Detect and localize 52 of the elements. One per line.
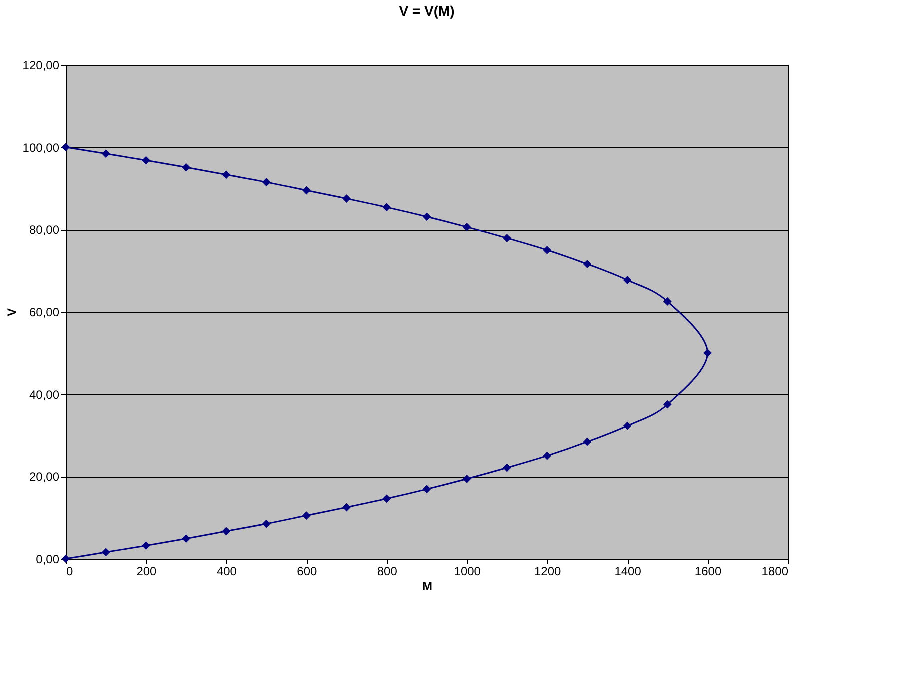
point — [663, 400, 672, 409]
point — [302, 512, 311, 520]
point — [142, 542, 150, 550]
point — [422, 212, 432, 222]
point — [222, 170, 231, 180]
y-tick-label: 40,00 — [29, 388, 60, 402]
point — [704, 348, 712, 358]
y-axis-title: V — [4, 308, 19, 317]
point — [262, 178, 271, 187]
point — [222, 527, 231, 536]
point — [342, 503, 351, 512]
point — [302, 186, 311, 195]
point — [583, 260, 592, 268]
point — [503, 464, 512, 472]
point — [623, 422, 632, 430]
point — [422, 485, 432, 494]
y-tick-label: 120,00 — [22, 58, 60, 72]
point — [623, 276, 632, 284]
y-tick-label: 60,00 — [29, 306, 60, 320]
y-tick-label: 0,00 — [36, 552, 60, 566]
point — [102, 150, 110, 158]
x-axis-title: M — [422, 580, 432, 594]
point — [462, 223, 472, 232]
y-tick-label: 100,00 — [22, 140, 60, 155]
point — [182, 163, 191, 172]
x-tick-label: 1600 — [694, 564, 722, 578]
x-tick-label: 800 — [377, 564, 398, 578]
point — [102, 548, 110, 557]
x-tick-label: 400 — [216, 564, 238, 578]
point — [583, 438, 592, 446]
point — [503, 234, 512, 242]
point — [543, 246, 552, 254]
x-tick-label: 1800 — [762, 564, 789, 578]
y-tick-label: 20,00 — [29, 470, 60, 484]
x-tick-label: 200 — [136, 564, 158, 578]
point — [543, 452, 552, 460]
x-tick-label: 600 — [297, 564, 318, 578]
x-tick-label: 1200 — [534, 564, 562, 578]
x-tick-label: 1000 — [454, 564, 482, 578]
point — [182, 534, 191, 544]
point — [663, 298, 672, 306]
x-tick-label: 0 — [66, 564, 74, 578]
point — [62, 554, 70, 564]
x-tick-label: 1400 — [614, 564, 642, 578]
y-tick-label: 80,00 — [29, 223, 60, 238]
point — [262, 520, 271, 528]
point — [462, 474, 472, 484]
chart-title: V = V(M) — [399, 3, 455, 19]
point — [142, 156, 150, 165]
point — [382, 494, 392, 504]
point — [382, 203, 392, 212]
point — [342, 194, 351, 203]
